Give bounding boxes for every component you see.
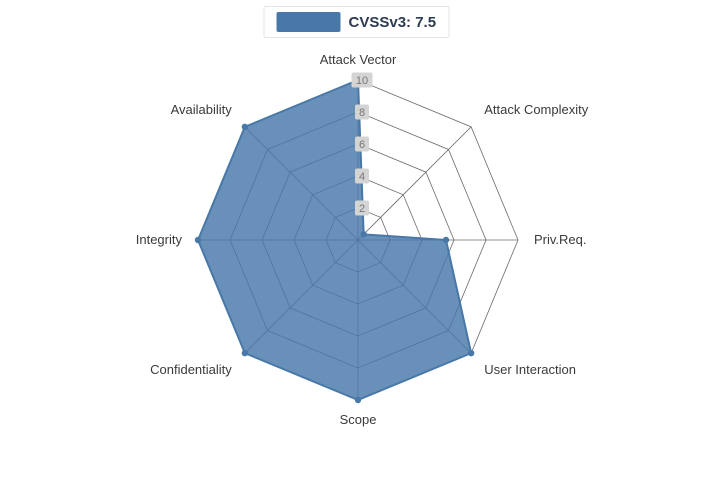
series-vertex-dot (360, 231, 367, 238)
axis-label: Confidentiality (150, 362, 232, 377)
tick-label-bg (355, 200, 369, 216)
series-vertex-dot (354, 396, 362, 404)
axis-label: Attack Vector (320, 52, 397, 67)
legend-swatch (276, 12, 341, 32)
legend[interactable]: CVSSv3: 7.5 (263, 6, 450, 38)
tick-label: 6 (359, 139, 365, 151)
series-vertex-dot (241, 123, 249, 131)
tick-label: 8 (359, 107, 365, 119)
tick-label-bg (351, 72, 373, 88)
axis-label: Attack Complexity (484, 102, 589, 117)
axis-label: Priv.Req. (534, 232, 587, 247)
tick-label-bg (355, 168, 369, 184)
axis-label: User Interaction (484, 362, 576, 377)
series-vertex-dot (241, 349, 249, 357)
tick-label: 2 (359, 203, 365, 215)
legend-label: CVSSv3: 7.5 (348, 13, 437, 31)
tick-label: 4 (359, 171, 365, 183)
series-vertex-dot (194, 236, 202, 244)
axis-label: Scope (340, 412, 377, 427)
series-vertex-dot (467, 349, 475, 357)
axis-label: Integrity (136, 232, 183, 247)
tick-label-bg (355, 104, 369, 120)
series-vertex-dot (442, 236, 450, 244)
grid-spoke (357, 126, 472, 241)
tick-label: 10 (356, 75, 368, 87)
tick-label-bg (355, 136, 369, 152)
series-polygon[interactable] (197, 79, 473, 401)
axis-label: Availability (171, 102, 233, 117)
